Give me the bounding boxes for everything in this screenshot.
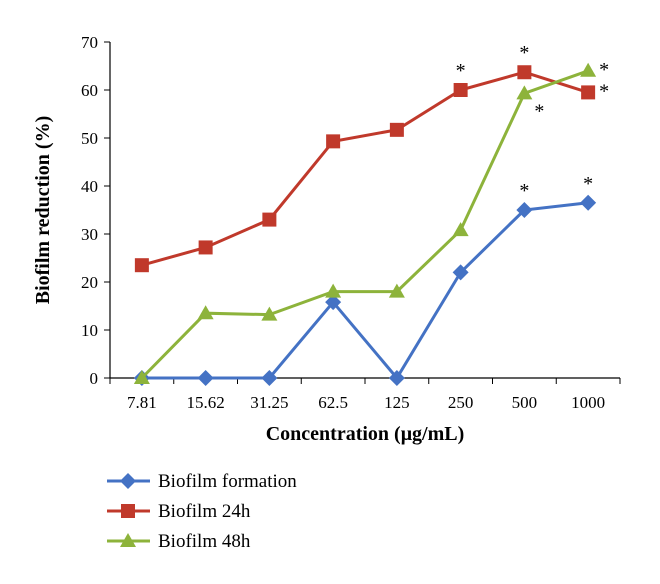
legend-item: Biofilm 48h xyxy=(107,531,251,552)
data-point xyxy=(453,83,468,97)
y-tick-label: 40 xyxy=(81,177,98,196)
y-tick-label: 20 xyxy=(81,273,98,292)
data-point xyxy=(517,65,532,80)
x-tick-label: 62.5 xyxy=(318,393,348,412)
significance-star: * xyxy=(599,59,609,81)
data-point xyxy=(388,283,405,298)
significance-star: * xyxy=(456,60,466,82)
y-tick-label: 0 xyxy=(90,369,99,388)
data-point xyxy=(325,294,342,311)
data-point xyxy=(261,306,278,321)
data-point xyxy=(134,258,149,273)
y-axis-title: Biofilm reduction (%) xyxy=(32,116,54,305)
data-point xyxy=(197,370,214,386)
legend-item: Biofilm formation xyxy=(107,471,297,492)
x-tick-label: 125 xyxy=(384,393,410,412)
x-tick-label: 15.62 xyxy=(187,393,225,412)
series-line xyxy=(141,70,589,267)
legend-marker xyxy=(121,504,135,518)
legend: Biofilm formation Biofilm 24h Biofilm 48h xyxy=(107,471,297,552)
significance-star: * xyxy=(583,173,593,195)
significance-star: * xyxy=(519,42,529,64)
legend-item: Biofilm 24h xyxy=(107,501,251,522)
data-point xyxy=(516,202,533,218)
series-biofilm-formation xyxy=(133,194,597,386)
data-point xyxy=(452,222,469,237)
data-point xyxy=(261,370,278,386)
series-line xyxy=(140,69,589,380)
y-tick-label: 60 xyxy=(81,81,98,100)
significance-star: * xyxy=(599,80,609,102)
data-point xyxy=(133,370,150,384)
legend-marker xyxy=(120,533,136,547)
legend-label: Biofilm formation xyxy=(158,471,297,492)
x-tick-label: 250 xyxy=(448,393,474,412)
y-tick-label: 50 xyxy=(81,129,98,148)
data-point xyxy=(452,264,469,281)
data-point xyxy=(262,212,277,227)
y-tick-label: 10 xyxy=(81,321,98,340)
significance-star: * xyxy=(519,180,529,202)
annotations: ****** * xyxy=(456,42,610,202)
data-point xyxy=(197,305,214,320)
data-point xyxy=(326,134,341,149)
y-tick-label: 70 xyxy=(81,33,98,52)
axes: 0 10 20 30 40 50 60 70 7.81 15.62 31.25 62.5 125 250 5… xyxy=(81,33,621,412)
legend-label: Biofilm 24h xyxy=(158,501,251,522)
data-point xyxy=(388,370,405,386)
x-tick-label: 500 xyxy=(512,393,538,412)
data-point xyxy=(580,62,597,77)
x-tick-label: 7.81 xyxy=(127,393,157,412)
x-tick-label: 31.25 xyxy=(250,393,288,412)
significance-star: * xyxy=(534,100,544,122)
series-lines xyxy=(133,62,597,386)
data-point xyxy=(325,283,342,298)
series-biofilm-24h xyxy=(134,65,596,273)
series-biofilm-48h xyxy=(133,62,597,384)
legend-marker xyxy=(120,473,136,489)
data-point xyxy=(580,194,597,211)
x-tick-label: 1000 xyxy=(571,393,605,412)
data-point xyxy=(198,240,213,255)
x-axis-title: Concentration (μg/mL) xyxy=(266,423,465,445)
data-point xyxy=(581,85,596,100)
data-point xyxy=(516,85,533,100)
y-tick-label: 30 xyxy=(81,225,98,244)
legend-label: Biofilm 48h xyxy=(158,531,251,552)
data-point xyxy=(389,122,404,137)
series-line xyxy=(141,201,589,381)
